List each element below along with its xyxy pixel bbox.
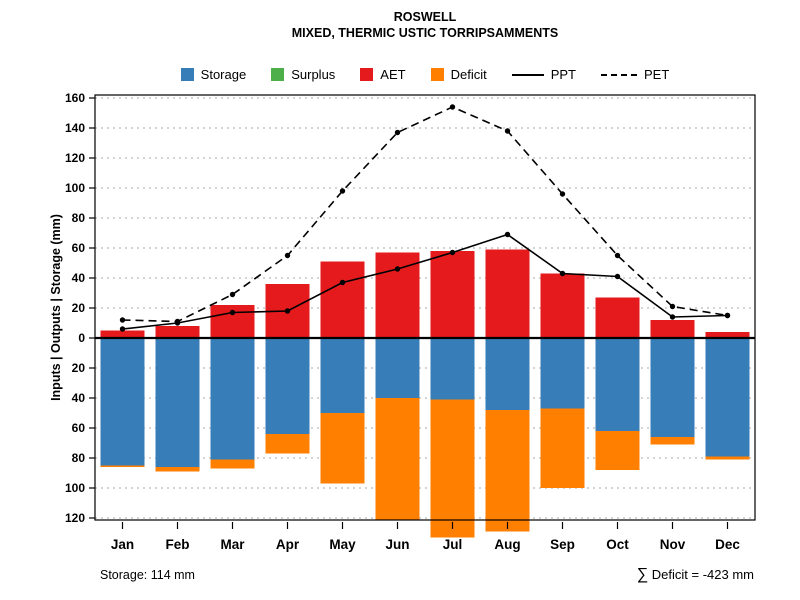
svg-text:Oct: Oct: [606, 537, 629, 552]
svg-text:Nov: Nov: [660, 537, 686, 552]
svg-text:80: 80: [72, 451, 86, 465]
legend-label-aet: AET: [380, 67, 406, 82]
svg-text:120: 120: [65, 151, 85, 165]
y-axis-title: Inputs | Outputs | Storage (mm): [49, 214, 63, 401]
svg-text:Sep: Sep: [550, 537, 575, 552]
legend-item-aet: AET: [360, 67, 406, 82]
chart-legend: Storage Surplus AET Deficit PPT PET: [95, 67, 755, 82]
legend-label-pet: PET: [644, 67, 670, 82]
svg-text:Mar: Mar: [220, 537, 245, 552]
svg-text:Jan: Jan: [111, 537, 134, 552]
legend-label-deficit: Deficit: [450, 67, 487, 82]
svg-text:Jun: Jun: [385, 537, 409, 552]
svg-text:100: 100: [65, 181, 85, 195]
svg-text:May: May: [329, 537, 356, 552]
pet-line: [119, 104, 731, 325]
chart-title-block: ROSWELL MIXED, THERMIC USTIC TORRIPSAMME…: [95, 10, 755, 41]
legend-label-ppt: PPT: [550, 67, 577, 82]
dashed-line-icon: [601, 73, 638, 76]
svg-text:120: 120: [65, 511, 85, 525]
axis-layer: 0 20 40 60 80 100 120 140 160 20 40 60 80 100 120 Jan Fe…: [65, 91, 756, 552]
svg-text:0: 0: [78, 331, 85, 345]
legend-label-storage: Storage: [200, 67, 247, 82]
svg-text:Apr: Apr: [276, 537, 300, 552]
svg-text:160: 160: [65, 91, 85, 105]
bars-layer: [100, 249, 750, 538]
svg-text:140: 140: [65, 121, 85, 135]
surplus-swatch-icon: [271, 68, 285, 81]
svg-text:40: 40: [72, 391, 86, 405]
storage-caption: Storage: 114 mm: [100, 568, 195, 582]
storage-swatch-icon: [180, 68, 194, 81]
svg-text:40: 40: [72, 271, 86, 285]
svg-text:Aug: Aug: [494, 537, 520, 552]
svg-text:Feb: Feb: [165, 537, 189, 552]
svg-text:20: 20: [72, 301, 86, 315]
svg-text:60: 60: [72, 241, 86, 255]
legend-item-ppt: PPT: [511, 67, 577, 82]
svg-text:20: 20: [72, 361, 86, 375]
svg-text:100: 100: [65, 481, 85, 495]
chart-title: ROSWELL: [393, 10, 457, 24]
svg-text:Jul: Jul: [443, 537, 463, 552]
legend-item-surplus: Surplus: [271, 67, 335, 82]
y-axis-title-layer: Inputs | Outputs | Storage (mm): [49, 214, 63, 401]
deficit-caption: ∑ Deficit = -423 mm: [637, 566, 754, 584]
sigma-symbol: ∑: [636, 566, 649, 583]
svg-text:60: 60: [72, 421, 86, 435]
solid-line-icon: [511, 73, 544, 76]
legend-item-storage: Storage: [180, 67, 247, 82]
legend-item-pet: PET: [601, 67, 669, 82]
svg-text:Dec: Dec: [715, 537, 740, 552]
deficit-caption-text: Deficit = -423 mm: [648, 567, 754, 582]
aet-swatch-icon: [360, 68, 374, 81]
legend-item-deficit: Deficit: [430, 67, 487, 82]
chart-subtitle: MIXED, THERMIC USTIC TORRIPSAMMENTS: [291, 25, 559, 40]
ppt-line: [119, 231, 731, 332]
svg-text:80: 80: [72, 211, 86, 225]
deficit-swatch-icon: [430, 68, 444, 81]
legend-label-surplus: Surplus: [291, 67, 336, 82]
